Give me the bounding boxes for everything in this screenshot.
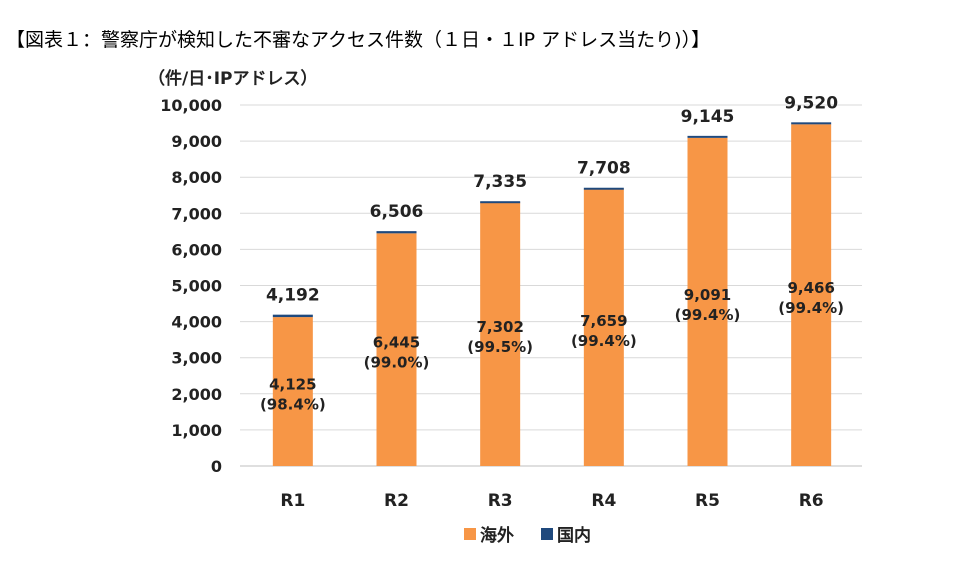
legend-swatch-overseas bbox=[464, 528, 476, 540]
y-tick-label: 5,000 bbox=[171, 277, 222, 296]
y-tick-label: 6,000 bbox=[171, 240, 222, 259]
overseas-value-label: 6,445 bbox=[373, 334, 420, 352]
bar-domestic bbox=[272, 314, 313, 318]
y-tick-label: 8,000 bbox=[171, 168, 222, 187]
bar-domestic bbox=[791, 122, 832, 125]
y-tick-label: 4,000 bbox=[171, 313, 222, 332]
y-tick-label: 1,000 bbox=[171, 421, 222, 440]
x-tick-label: R2 bbox=[384, 491, 409, 511]
total-label: 6,506 bbox=[370, 202, 424, 222]
total-label: 7,708 bbox=[577, 159, 631, 179]
bar-domestic bbox=[687, 135, 728, 138]
total-label: 7,335 bbox=[473, 172, 527, 192]
overseas-value-label: 4,125 bbox=[269, 376, 316, 394]
bar-overseas bbox=[791, 124, 832, 466]
y-tick-label: 10,000 bbox=[160, 96, 222, 115]
bar-overseas bbox=[583, 189, 624, 466]
legend-label-domestic: 国内 bbox=[557, 525, 591, 546]
legend-swatch-domestic bbox=[541, 528, 553, 540]
bar-domestic bbox=[480, 201, 521, 204]
overseas-value-label: 9,091 bbox=[684, 286, 731, 304]
legend-label-overseas: 海外 bbox=[480, 525, 514, 546]
overseas-value-label: 9,466 bbox=[787, 279, 834, 297]
y-tick-label: 0 bbox=[211, 457, 222, 476]
x-tick-label: R4 bbox=[591, 491, 616, 511]
overseas-value-label: 7,659 bbox=[580, 312, 627, 330]
bar-domestic bbox=[583, 187, 624, 190]
y-tick-label: 9,000 bbox=[171, 132, 222, 151]
bar-overseas bbox=[480, 202, 521, 466]
bar-overseas bbox=[272, 317, 313, 466]
x-tick-label: R3 bbox=[488, 491, 513, 511]
y-tick-label: 2,000 bbox=[171, 385, 222, 404]
overseas-share-label: (99.4%) bbox=[675, 306, 741, 324]
total-label: 4,192 bbox=[266, 286, 320, 306]
total-label: 9,145 bbox=[681, 107, 735, 127]
y-axis-label: （件/日･IPアドレス） bbox=[148, 68, 318, 89]
overseas-share-label: (99.4%) bbox=[571, 332, 637, 350]
x-tick-label: R5 bbox=[695, 491, 720, 511]
overseas-share-label: (99.4%) bbox=[778, 299, 844, 317]
y-tick-label: 7,000 bbox=[171, 204, 222, 223]
bar-overseas bbox=[376, 233, 417, 466]
overseas-share-label: (98.4%) bbox=[260, 396, 326, 414]
legend: 海外 国内 bbox=[464, 525, 591, 546]
overseas-value-label: 7,302 bbox=[476, 318, 523, 336]
bar-overseas bbox=[687, 137, 728, 467]
x-tick-label: R1 bbox=[280, 491, 305, 511]
y-tick-label: 3,000 bbox=[171, 349, 222, 368]
chart-title: 【図表１：警察庁が検知した不審なアクセス件数（１日・１IP アドレス当たり)）】 bbox=[6, 29, 710, 51]
overseas-share-label: (99.0%) bbox=[364, 354, 430, 372]
total-label: 9,520 bbox=[784, 93, 838, 113]
overseas-share-label: (99.5%) bbox=[467, 338, 533, 356]
x-tick-label: R6 bbox=[799, 491, 824, 511]
bar-domestic bbox=[376, 231, 417, 234]
